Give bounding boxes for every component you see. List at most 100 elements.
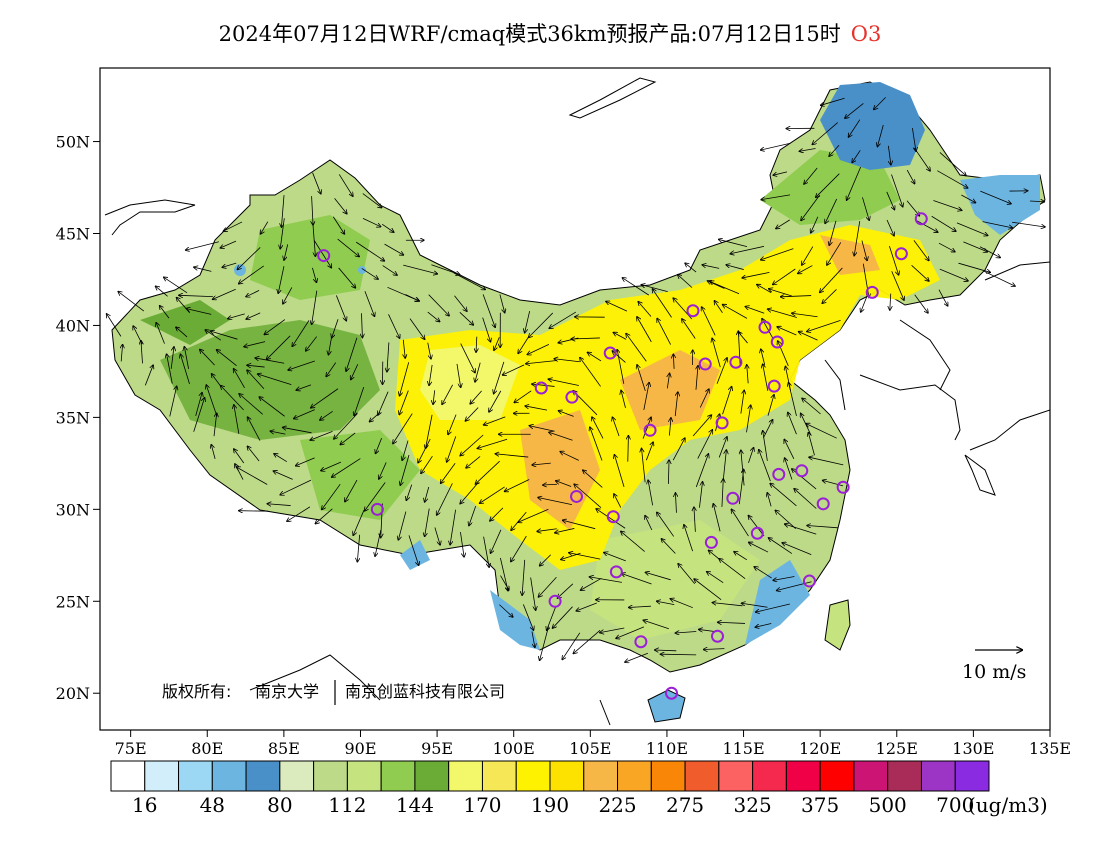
wind-arrow — [788, 412, 797, 435]
wind-arrow — [719, 559, 746, 580]
wind-arrow — [767, 395, 774, 416]
wind-arrow — [678, 275, 693, 288]
wind-arrow — [643, 383, 649, 411]
station-marker — [634, 635, 648, 649]
wind-arrow — [398, 511, 407, 540]
colorbar-swatch — [583, 760, 619, 792]
wind-arrow — [459, 312, 474, 325]
wind-arrow — [773, 268, 796, 285]
colorbar-swatch — [245, 760, 281, 792]
wind-arrow — [709, 550, 720, 560]
coastlines — [104, 77, 1050, 726]
wind-arrow — [340, 432, 356, 445]
station-marker — [772, 467, 786, 481]
wind-arrow — [912, 128, 916, 151]
wind-arrow — [433, 390, 435, 404]
wind-arrow — [448, 414, 457, 435]
station-marker — [609, 565, 623, 579]
wind-arrow — [580, 358, 601, 387]
wind-arrow — [144, 365, 153, 386]
wind-arrow — [657, 512, 675, 537]
wind-arrow — [784, 439, 795, 459]
wind-arrow — [685, 263, 697, 273]
wind-arrow — [361, 313, 362, 337]
wind-arrow — [313, 240, 331, 268]
wind-arrow — [742, 271, 770, 278]
wind-arrow — [862, 263, 869, 298]
wind-arrow — [798, 265, 813, 274]
wind-arrow — [234, 405, 240, 434]
wind-arrow — [338, 174, 353, 196]
wind-arrow — [283, 427, 312, 434]
wind-arrow — [845, 103, 864, 118]
wind-arrow — [956, 222, 988, 236]
wind-arrow — [437, 483, 453, 515]
wind-arrow — [328, 336, 332, 355]
wind-arrow — [453, 272, 485, 290]
wind-arrow — [193, 398, 205, 432]
wind-arrow — [337, 238, 359, 256]
wind-arrow — [642, 449, 646, 483]
station-marker — [865, 285, 879, 299]
wind-arrow — [217, 350, 237, 367]
latitude-ticks: 50N 45N 40N 35N 30N 25N 20N — [56, 133, 100, 703]
wind-arrow — [408, 535, 419, 565]
wind-arrow — [529, 426, 555, 432]
wind-arrow — [447, 436, 457, 462]
colorbar-labels: 16 48 80 112 144 170 190 225 275 325 375 500 700 — [132, 793, 974, 817]
wind-arrow — [571, 338, 600, 339]
wind-arrow — [740, 390, 744, 414]
wind-arrow — [738, 470, 743, 505]
colorbar-tick-label: 16 — [132, 793, 157, 817]
colorbar-swatch — [279, 760, 315, 792]
wind-arrow — [886, 219, 894, 236]
wind-arrow — [288, 360, 315, 370]
wind-arrow — [670, 599, 693, 609]
wind-arrow — [382, 265, 397, 275]
wind-arrow — [673, 354, 674, 369]
wind-arrow — [234, 369, 245, 389]
wind-arrow — [661, 539, 676, 554]
colorbar-swatch — [617, 760, 652, 792]
colorbar-swatch — [144, 760, 180, 792]
wind-arrow — [526, 360, 557, 364]
station-marker — [665, 686, 679, 700]
wind-arrow — [270, 431, 286, 435]
wind-arrow — [332, 319, 339, 337]
colorbar-tick-label: 144 — [396, 793, 434, 817]
wind-arrow — [228, 313, 245, 319]
wind-arrow — [284, 244, 289, 260]
wind-arrow — [622, 573, 652, 585]
city-stations — [317, 212, 928, 700]
wind-arrow — [186, 241, 219, 250]
wind-arrow — [980, 190, 1011, 204]
wind-arrow — [213, 413, 217, 437]
wind-arrow — [484, 416, 506, 425]
station-marker — [565, 390, 579, 404]
wind-arrow — [107, 314, 122, 337]
wind-arrow — [777, 581, 812, 591]
wind-arrow — [388, 314, 399, 338]
wind-arrow — [403, 339, 405, 358]
wind-arrow — [820, 267, 843, 293]
wind-arrow — [781, 296, 812, 297]
wind-arrow — [799, 148, 816, 152]
colorbar-swatch — [718, 760, 754, 792]
wind-arrow — [491, 529, 502, 553]
wind-arrow — [581, 577, 602, 590]
wind-arrow — [206, 385, 218, 417]
wind-arrow — [503, 364, 525, 375]
wind-arrow — [877, 124, 884, 147]
wind-arrow — [674, 392, 678, 417]
wind-arrow — [400, 454, 410, 485]
wind-arrow — [785, 458, 793, 480]
wind-arrow — [247, 446, 260, 462]
wind-arrow — [590, 427, 603, 461]
wind-arrow — [425, 508, 430, 537]
wind-arrow — [221, 386, 244, 411]
wind-arrow — [170, 347, 174, 369]
wind-arrow — [861, 240, 867, 261]
lon-tick-label: 90E — [344, 739, 376, 758]
wind-arrow — [522, 559, 526, 595]
wind-arrow — [730, 245, 765, 253]
